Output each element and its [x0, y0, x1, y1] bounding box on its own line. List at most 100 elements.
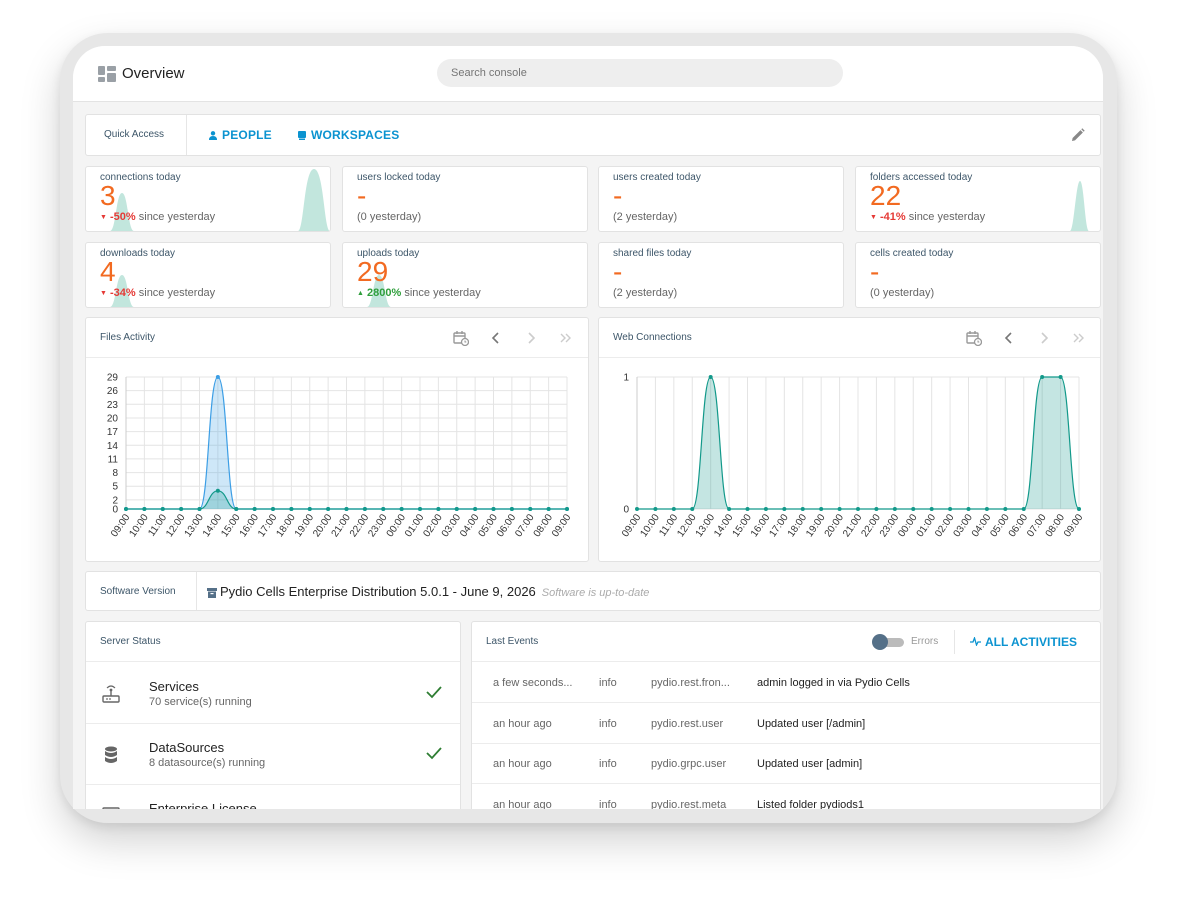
- event-level: info: [599, 758, 617, 770]
- data-point: [289, 507, 294, 511]
- event-row[interactable]: an hour ago info pydio.rest.meta Listed fol…: [472, 785, 1100, 810]
- page-title: Overview: [122, 65, 185, 82]
- calendar-clock-icon[interactable]: [453, 330, 469, 346]
- event-row[interactable]: an hour ago info pydio.rest.user Updated us…: [472, 704, 1100, 744]
- arrow-down-icon: ▼: [100, 214, 107, 221]
- stat-previous: (0 yesterday): [870, 287, 935, 299]
- x-tick-label: 10:00: [639, 512, 663, 539]
- chevron-left-icon[interactable]: [1001, 330, 1017, 346]
- people-link[interactable]: PEOPLE: [209, 128, 272, 142]
- stat-label: cells created today: [870, 248, 954, 259]
- data-point: [948, 507, 953, 511]
- arrow-up-icon: ▲: [357, 290, 364, 297]
- stat-value: -: [613, 180, 623, 211]
- data-point: [984, 507, 989, 511]
- y-tick-label: 14: [107, 441, 119, 452]
- y-tick-label: 0: [112, 505, 118, 516]
- data-point: [874, 507, 879, 511]
- divider: [196, 572, 197, 610]
- chevron-right-icon[interactable]: [1036, 330, 1052, 346]
- data-point: [179, 507, 184, 511]
- series-0-area: [637, 377, 1079, 509]
- service-desc: 70 service(s) running: [149, 696, 252, 708]
- event-level: info: [599, 798, 617, 810]
- data-point: [892, 507, 897, 511]
- calendar-clock-icon[interactable]: [966, 330, 982, 346]
- edit-pencil-icon[interactable]: [1070, 127, 1086, 143]
- stat-previous: (2 yesterday): [613, 211, 678, 223]
- workspaces-link[interactable]: WORKSPACES: [298, 128, 399, 142]
- event-source: pydio.grpc.user: [651, 758, 727, 770]
- data-point: [966, 507, 971, 511]
- event-row[interactable]: a few seconds... info pydio.rest.fron... ad…: [472, 663, 1100, 703]
- double-chevron-right-icon[interactable]: [1071, 330, 1087, 346]
- chevron-left-icon[interactable]: [488, 330, 504, 346]
- stat-label: connections today: [100, 172, 181, 183]
- data-point: [124, 507, 128, 511]
- event-time: an hour ago: [493, 758, 552, 770]
- data-point: [326, 507, 331, 511]
- series-0-area: [126, 377, 567, 509]
- double-chevron-right-icon[interactable]: [558, 330, 574, 346]
- web-connections-card: Web Connections 0 1 09:00 10:00 11:00 12:00 13…: [598, 317, 1101, 562]
- stat-card: users created today - (2 yesterday): [598, 166, 844, 232]
- errors-toggle[interactable]: [872, 634, 904, 650]
- y-tick-label: 1: [623, 373, 629, 384]
- sparkline: [110, 275, 134, 307]
- data-point: [454, 507, 459, 511]
- service-row-license[interactable]: Enterprise License: [86, 785, 460, 809]
- arrow-down-icon: ▼: [100, 290, 107, 297]
- stat-label: users locked today: [357, 172, 441, 183]
- router-icon: [102, 685, 120, 703]
- service-row-datasources[interactable]: DataSources 8 datasource(s) running: [86, 724, 460, 785]
- panel-header: Last Events Errors ALL ACTIVITIES: [472, 622, 1100, 662]
- chart-header: Files Activity: [86, 318, 588, 358]
- delta-since: since yesterday: [404, 287, 481, 299]
- chart-title: Web Connections: [613, 332, 692, 343]
- stat-card: shared files today - (2 yesterday): [598, 242, 844, 308]
- all-activities-label: ALL ACTIVITIES: [985, 635, 1078, 649]
- stat-delta: ▼ -41% since yesterday: [870, 211, 985, 223]
- data-point: [856, 507, 860, 511]
- y-tick-label: 0: [623, 505, 629, 516]
- data-point: [911, 507, 916, 511]
- stat-value: -: [613, 256, 623, 287]
- stat-card: connections today 3 ▼ -50% since yesterday: [85, 166, 331, 232]
- delta-value: 2800%: [367, 287, 402, 299]
- y-tick-label: 17: [107, 427, 119, 438]
- data-point: [763, 507, 768, 511]
- delta-value: -41%: [880, 211, 906, 223]
- delta-since: since yesterday: [138, 211, 216, 223]
- delta-value: -34%: [110, 287, 136, 299]
- event-source: pydio.rest.user: [651, 717, 724, 730]
- data-point: [399, 507, 404, 511]
- data-point: [1040, 375, 1045, 379]
- stat-label: users created today: [613, 172, 701, 183]
- data-point: [546, 507, 551, 511]
- server-status-panel: Server Status Services 70 service(s) run…: [85, 621, 461, 809]
- service-row-services[interactable]: Services 70 service(s) running: [86, 663, 460, 724]
- event-row[interactable]: an hour ago info pydio.grpc.user Updated us…: [472, 744, 1100, 784]
- data-point: [1021, 507, 1026, 511]
- data-point: [635, 507, 639, 511]
- errors-label: Errors: [911, 636, 939, 647]
- divider: [954, 630, 955, 654]
- chart-header: Web Connections: [599, 318, 1100, 358]
- panel-title: Server Status: [100, 636, 161, 647]
- stat-value: -: [870, 256, 880, 287]
- stat-value: 4: [100, 256, 116, 287]
- series-1-area: [126, 490, 567, 509]
- all-activities-button[interactable]: ALL ACTIVITIES: [970, 635, 1077, 649]
- data-point: [690, 507, 695, 511]
- search-input[interactable]: [437, 59, 843, 87]
- data-point: [307, 507, 312, 511]
- software-version-bar: Software Version Pydio Cells Enterprise …: [85, 571, 1101, 611]
- data-point: [1003, 507, 1008, 511]
- console-screen: Overview Quick Access PEOPLE WORKSPACES …: [73, 46, 1103, 809]
- files-activity-card: Files Activity 0 2 5 8 11 14 17 20 23 26 29 09:00 10…: [85, 317, 589, 562]
- data-point: [418, 507, 422, 511]
- chevron-right-icon[interactable]: [523, 330, 539, 346]
- y-tick-label: 29: [107, 373, 119, 384]
- panel-header: Server Status: [86, 622, 460, 662]
- data-point: [271, 507, 275, 511]
